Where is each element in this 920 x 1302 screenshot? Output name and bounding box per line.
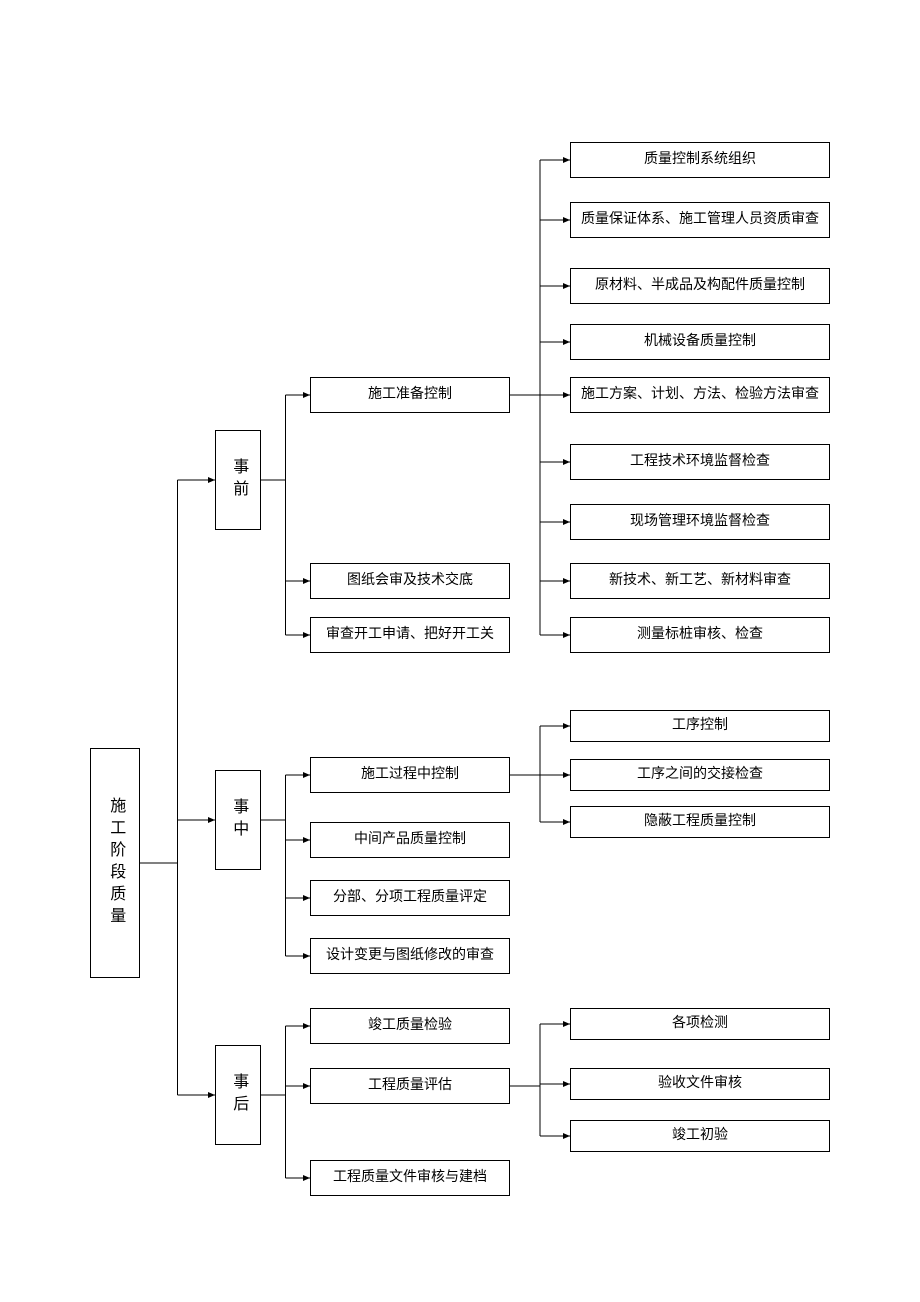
leaf-l8: 新技术、新工艺、新材料审查 — [570, 563, 830, 599]
leaf-l4: 机械设备质量控制 — [570, 324, 830, 360]
leaf-l11: 工序之间的交接检查 — [570, 759, 830, 791]
leaf-l7: 现场管理环境监督检查 — [570, 504, 830, 540]
mid-m2: 图纸会审及技术交底 — [310, 563, 510, 599]
mid-m3: 审查开工申请、把好开工关 — [310, 617, 510, 653]
mid-m1: 施工准备控制 — [310, 377, 510, 413]
leaf-l5: 施工方案、计划、方法、检验方法审查 — [570, 377, 830, 413]
mid-m6: 分部、分项工程质量评定 — [310, 880, 510, 916]
leaf-l14: 验收文件审核 — [570, 1068, 830, 1100]
leaf-l12: 隐蔽工程质量控制 — [570, 806, 830, 838]
leaf-l6: 工程技术环境监督检查 — [570, 444, 830, 480]
leaf-l9: 测量标桩审核、检查 — [570, 617, 830, 653]
phase-mid: 事中 — [215, 770, 261, 870]
mid-m9: 工程质量评估 — [310, 1068, 510, 1104]
leaf-l13: 各项检测 — [570, 1008, 830, 1040]
leaf-l10: 工序控制 — [570, 710, 830, 742]
mid-m10: 工程质量文件审核与建档 — [310, 1160, 510, 1196]
phase-post: 事后 — [215, 1045, 261, 1145]
root-node: 施工阶段质量 — [90, 748, 140, 978]
mid-m5: 中间产品质量控制 — [310, 822, 510, 858]
mid-m4: 施工过程中控制 — [310, 757, 510, 793]
leaf-l2: 质量保证体系、施工管理人员资质审查 — [570, 202, 830, 238]
leaf-l1: 质量控制系统组织 — [570, 142, 830, 178]
mid-m8: 竣工质量检验 — [310, 1008, 510, 1044]
mid-m7: 设计变更与图纸修改的审查 — [310, 938, 510, 974]
phase-pre: 事前 — [215, 430, 261, 530]
leaf-l15: 竣工初验 — [570, 1120, 830, 1152]
leaf-l3: 原材料、半成品及构配件质量控制 — [570, 268, 830, 304]
